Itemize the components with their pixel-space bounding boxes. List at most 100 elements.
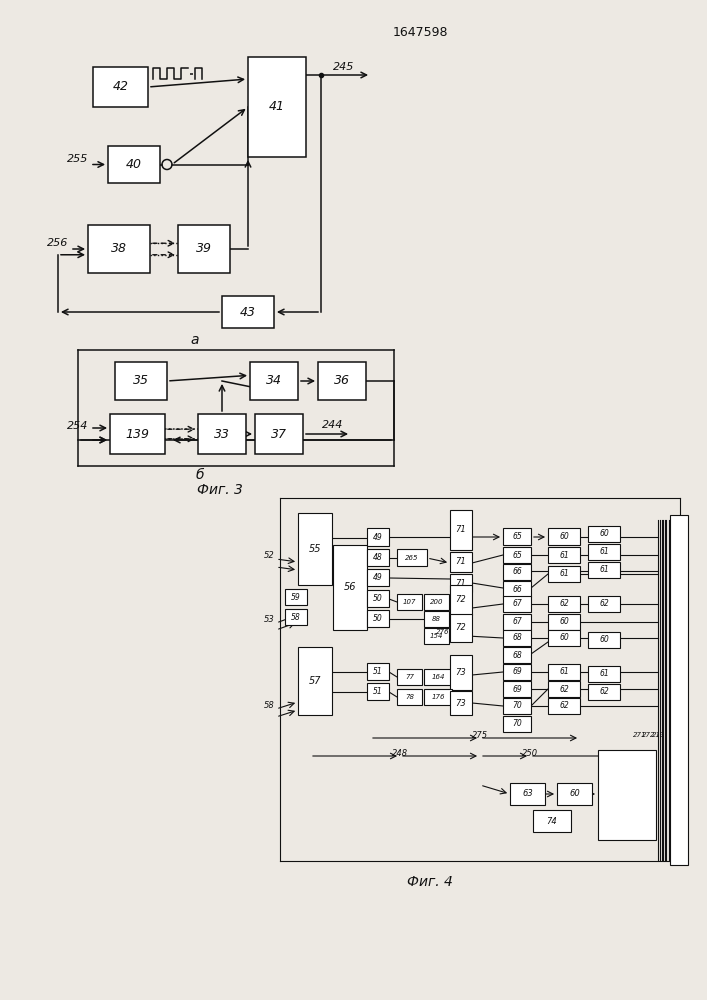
Bar: [298, 513, 332, 585]
Text: 164: 164: [431, 674, 445, 680]
Bar: [285, 609, 307, 625]
Bar: [548, 698, 580, 714]
Bar: [88, 225, 150, 273]
Bar: [108, 146, 160, 183]
Text: Фиг. 4: Фиг. 4: [407, 875, 453, 889]
Text: Фиг. 3: Фиг. 3: [197, 483, 243, 497]
Text: 66: 66: [512, 584, 522, 593]
Bar: [588, 666, 620, 682]
Bar: [548, 664, 580, 680]
Text: 255: 255: [66, 153, 88, 163]
Bar: [333, 545, 367, 630]
Bar: [93, 67, 148, 107]
Text: 77: 77: [405, 674, 414, 680]
Text: 60: 60: [559, 532, 569, 541]
Text: 254: 254: [66, 421, 88, 431]
Text: 61: 61: [559, 550, 569, 560]
Bar: [598, 750, 656, 840]
Text: 248: 248: [392, 748, 408, 758]
Bar: [588, 684, 620, 700]
Bar: [250, 362, 298, 400]
Text: 74: 74: [547, 816, 557, 826]
Text: 61: 61: [559, 570, 569, 578]
Text: 40: 40: [126, 158, 142, 171]
Bar: [450, 614, 472, 642]
Text: 55: 55: [309, 544, 321, 554]
Text: 60: 60: [559, 634, 569, 643]
Text: 139: 139: [126, 428, 149, 440]
Bar: [588, 596, 620, 612]
Text: 244: 244: [322, 420, 344, 430]
Bar: [533, 810, 571, 832]
Text: 38: 38: [111, 242, 127, 255]
Text: 62: 62: [599, 599, 609, 608]
Bar: [548, 547, 580, 563]
Text: 56: 56: [344, 582, 356, 592]
Bar: [503, 716, 531, 732]
Text: 53: 53: [264, 615, 275, 624]
Bar: [110, 414, 165, 454]
Bar: [397, 689, 422, 705]
Text: 60: 60: [599, 636, 609, 645]
Bar: [503, 647, 531, 663]
Text: 71: 71: [455, 558, 467, 566]
Text: 36: 36: [334, 374, 350, 387]
Text: 276: 276: [436, 629, 450, 635]
Text: 1647598: 1647598: [392, 25, 448, 38]
Text: 154: 154: [430, 633, 443, 639]
Text: 39: 39: [196, 242, 212, 255]
Bar: [450, 691, 472, 715]
Bar: [548, 681, 580, 697]
Text: 62: 62: [559, 702, 569, 710]
Bar: [198, 414, 246, 454]
Bar: [222, 296, 274, 328]
Text: 62: 62: [599, 688, 609, 696]
Text: 60: 60: [569, 790, 580, 798]
Text: 41: 41: [269, 101, 285, 113]
Text: 61: 61: [599, 548, 609, 556]
Bar: [503, 564, 531, 580]
Text: 176: 176: [431, 694, 445, 700]
Text: 68: 68: [512, 650, 522, 660]
Bar: [548, 630, 580, 646]
Text: 62: 62: [559, 684, 569, 694]
Text: 49: 49: [373, 532, 383, 542]
Text: 51: 51: [373, 667, 383, 676]
Text: 48: 48: [373, 553, 383, 562]
Bar: [424, 669, 452, 685]
Bar: [367, 590, 389, 607]
Text: 49: 49: [373, 573, 383, 582]
Bar: [510, 783, 545, 805]
Bar: [503, 614, 531, 630]
Bar: [548, 528, 580, 545]
Bar: [450, 574, 472, 592]
Text: 250: 250: [522, 748, 538, 758]
Text: 272: 272: [642, 732, 656, 738]
Text: 256: 256: [47, 238, 68, 248]
Text: 61: 61: [599, 670, 609, 678]
Bar: [503, 664, 531, 680]
Text: 245: 245: [333, 62, 355, 72]
Bar: [450, 510, 472, 550]
Bar: [285, 589, 307, 605]
Bar: [115, 362, 167, 400]
Text: 58: 58: [264, 700, 275, 710]
Text: 37: 37: [271, 428, 287, 440]
Bar: [255, 414, 303, 454]
Bar: [424, 628, 449, 644]
Text: 33: 33: [214, 428, 230, 440]
Bar: [450, 655, 472, 690]
Text: 50: 50: [373, 594, 383, 603]
Bar: [367, 569, 389, 586]
Text: 60: 60: [599, 530, 609, 538]
Bar: [424, 611, 449, 627]
Text: 57: 57: [309, 676, 321, 686]
Bar: [450, 552, 472, 572]
Text: б: б: [196, 468, 204, 482]
Text: 67: 67: [512, 617, 522, 626]
Bar: [557, 783, 592, 805]
Bar: [503, 596, 531, 612]
Text: 35: 35: [133, 374, 149, 387]
Bar: [503, 581, 531, 597]
Bar: [503, 547, 531, 563]
